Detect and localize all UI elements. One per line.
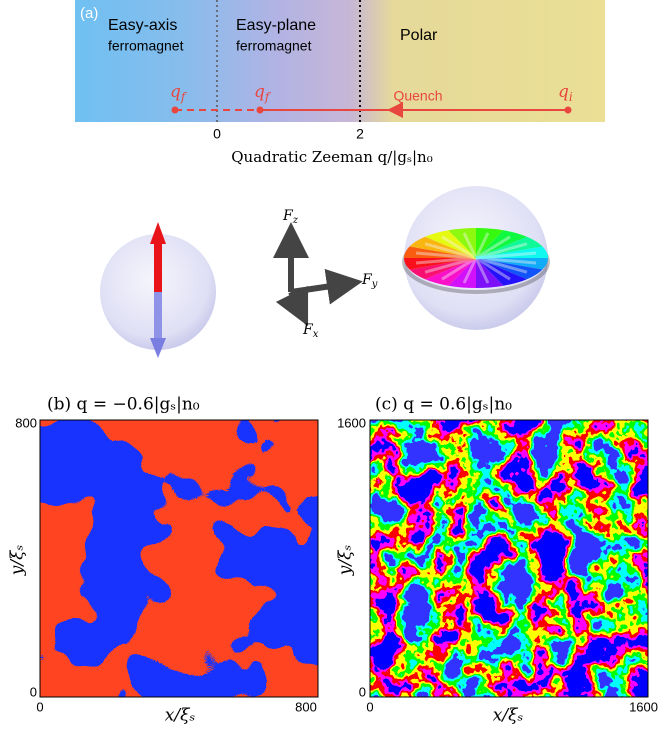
axis-arrow <box>291 284 345 292</box>
panel-title: (c) q = 0.6|gₛ|n₀ <box>375 395 512 415</box>
arrow-label: Quench <box>393 88 442 104</box>
axis-label: y/ξₛ <box>336 545 356 577</box>
domain-map <box>370 420 648 697</box>
tick-label: 0 <box>366 699 373 714</box>
region-label: ferromagnet <box>108 38 184 54</box>
domain-map <box>40 420 318 697</box>
tick-label: 800 <box>295 699 317 714</box>
marker <box>565 107 572 114</box>
axis-label: x/ξₛ <box>165 706 196 726</box>
axis-label: x/ξₛ <box>493 706 524 726</box>
tick-label: 1600 <box>337 415 366 430</box>
tick-label: 0 <box>213 126 221 142</box>
axis-label: Quadratic Zeeman q/|gₛ|n₀ <box>231 148 432 166</box>
spin-arrow <box>154 240 162 292</box>
axis-name: Fz <box>282 208 299 226</box>
axis-name: Fy <box>361 272 378 290</box>
polar-disk <box>404 228 548 292</box>
tick-label: 0 <box>359 684 366 699</box>
axis-name: Fx <box>302 322 319 340</box>
region-label: Easy-plane <box>236 17 316 34</box>
tick-label: 0 <box>36 699 43 714</box>
marker <box>257 107 264 114</box>
axis-label: y/ξₛ <box>8 545 28 577</box>
spin-arrow <box>154 292 162 342</box>
tick-label: 0 <box>30 684 37 699</box>
panel-label: (a) <box>80 5 98 22</box>
region-label: ferromagnet <box>236 38 312 54</box>
axis-arrow <box>291 292 300 310</box>
spin-arrow <box>150 222 166 244</box>
marker <box>172 107 179 114</box>
tick-label: 800 <box>15 415 37 430</box>
tick-label: 1600 <box>629 699 658 714</box>
region-label: Easy-axis <box>108 17 177 34</box>
figure: (a) Easy-axis ferromagnet Easy-plane fer… <box>0 0 659 729</box>
tick-label: 2 <box>356 126 364 142</box>
region-label: Polar <box>400 27 438 44</box>
panel-title: (b) q = −0.6|gₛ|n₀ <box>47 395 200 415</box>
